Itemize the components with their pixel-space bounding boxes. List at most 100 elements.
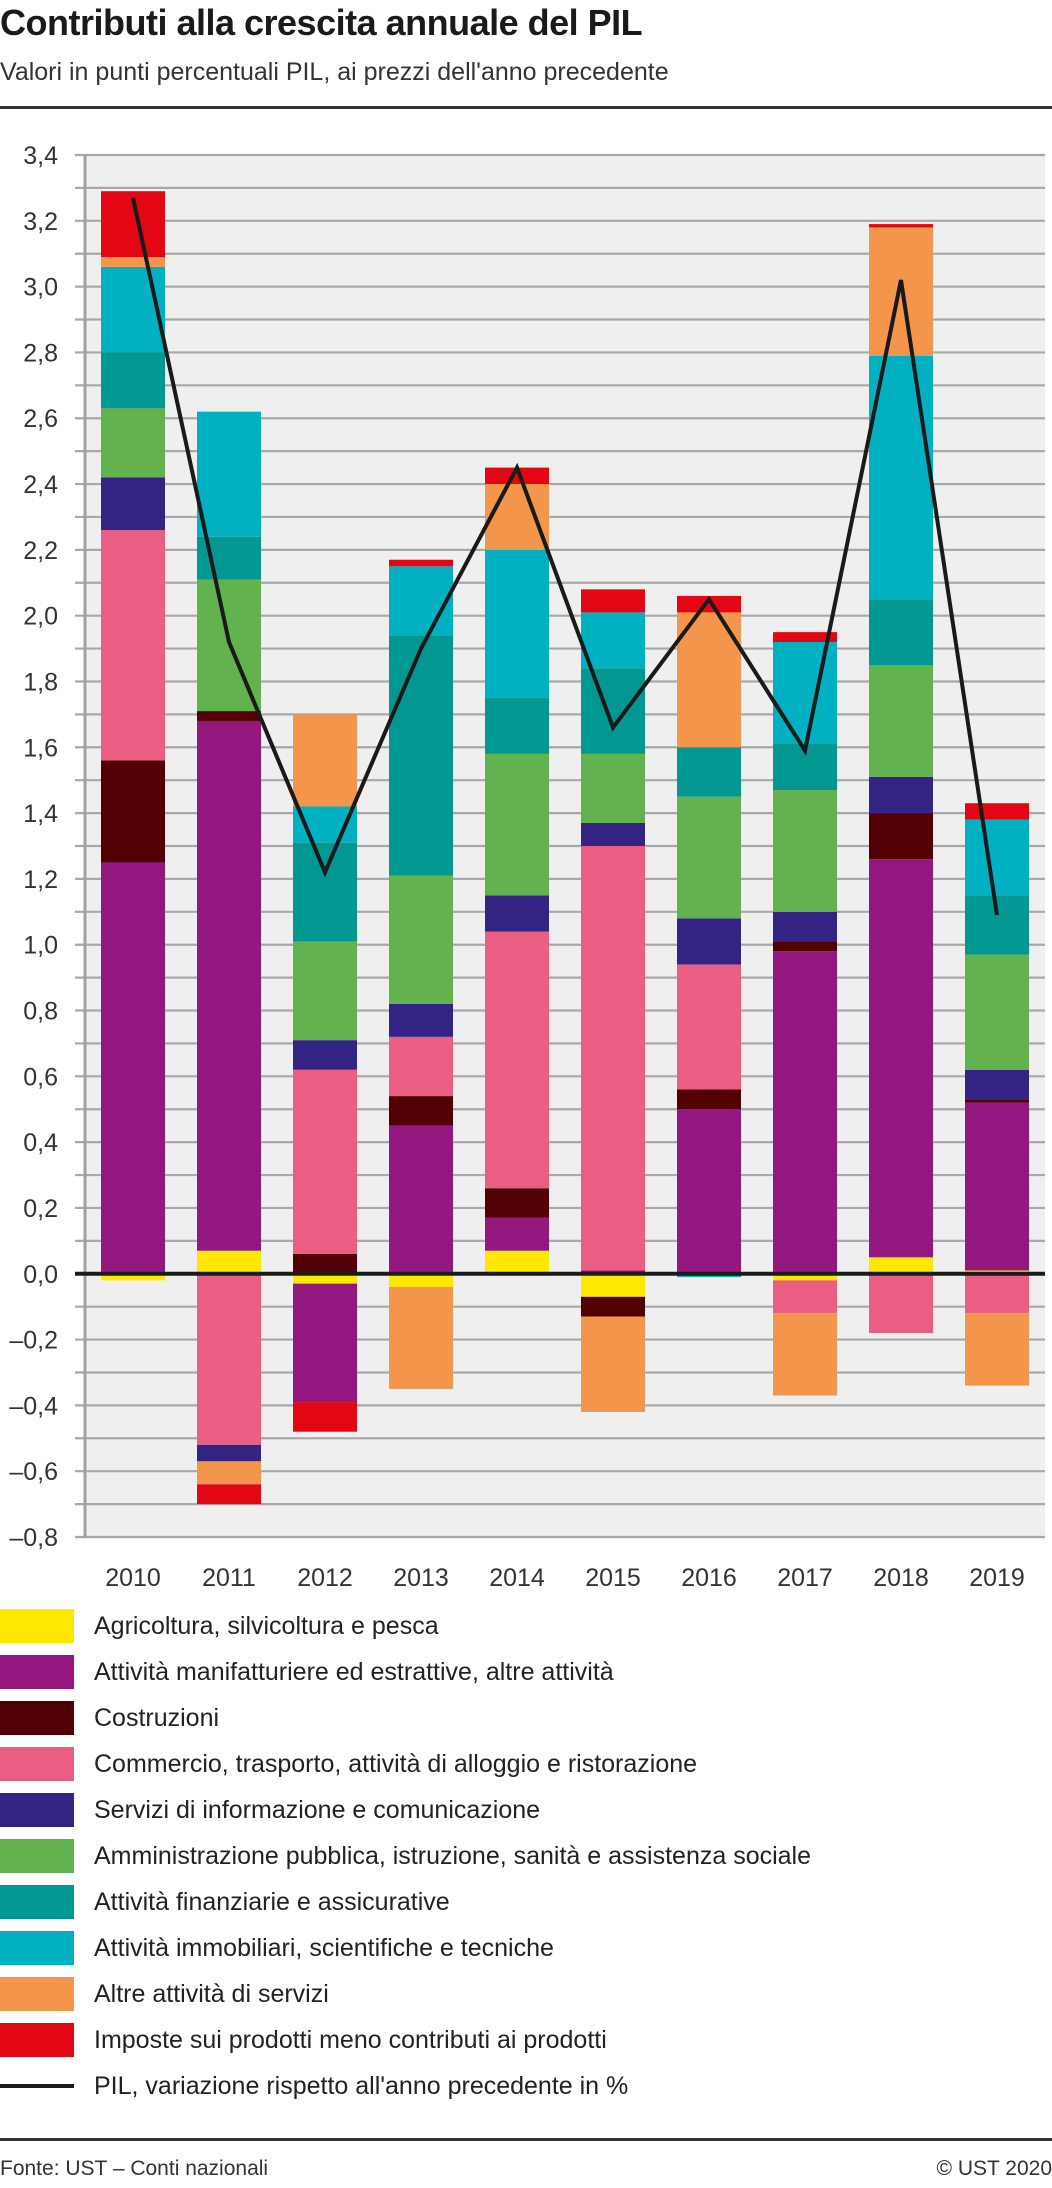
bar-segment: [965, 1313, 1029, 1386]
y-tick-label: 1,6: [23, 734, 58, 762]
legend-item: Commercio, trasporto, attività di allogg…: [0, 1746, 697, 1782]
y-tick-label: –0,6: [9, 1458, 58, 1486]
bar-segment: [869, 859, 933, 1258]
bar-segment: [197, 411, 261, 537]
bar-segment: [101, 257, 165, 267]
bar-segment: [101, 477, 165, 531]
bar-segment: [389, 1036, 453, 1097]
legend-swatch: [0, 2023, 74, 2057]
legend-item: Imposte sui prodotti meno contributi ai …: [0, 2022, 607, 2058]
legend-item: Attività finanziarie e assicurative: [0, 1884, 450, 1920]
bar-segment: [965, 1273, 1029, 1314]
y-tick-label: 0,0: [23, 1261, 58, 1289]
legend-label: PIL, variazione rispetto all'anno preced…: [94, 2071, 629, 2100]
legend-swatch: [0, 1931, 74, 1965]
bar-segment: [101, 408, 165, 478]
bar-segment: [293, 1273, 357, 1284]
legend-swatch: [0, 1609, 74, 1643]
bar-segment: [101, 266, 165, 353]
bar-segment: [389, 1273, 453, 1287]
bar-segment: [677, 918, 741, 965]
bar-segment: [389, 1003, 453, 1037]
bar-segment: [485, 1217, 549, 1251]
bar-segment: [485, 697, 549, 754]
bar-segment: [485, 753, 549, 896]
bar-segment: [581, 822, 645, 846]
bar-segment: [773, 632, 837, 642]
bar-segment: [389, 1096, 453, 1126]
y-tick-label: 1,2: [23, 866, 58, 894]
y-tick-label: 2,8: [23, 339, 58, 367]
bar-segment: [869, 599, 933, 666]
gdp-line: [131, 197, 999, 916]
bar-segment: [581, 846, 645, 1271]
bar-segment: [485, 467, 549, 485]
y-tick-label: –0,8: [9, 1524, 58, 1552]
bar-segment: [197, 720, 261, 1251]
bar-segment: [581, 668, 645, 754]
legend-swatch: [0, 1839, 74, 1873]
bar-segment: [965, 1069, 1029, 1100]
y-tick-label: 0,6: [23, 1063, 58, 1091]
y-tick-label: –0,2: [9, 1327, 58, 1355]
y-tick-label: 3,0: [23, 274, 58, 302]
bar-segment: [869, 355, 933, 600]
y-tick-label: 1,0: [23, 932, 58, 960]
chart-subtitle: Valori in punti percentuali PIL, ai prez…: [0, 58, 669, 86]
bar-segment: [773, 1280, 837, 1314]
legend-label: Attività manifatturiere ed estrattive, a…: [94, 1657, 614, 1686]
bar-segment: [965, 819, 1029, 896]
bar-segment: [485, 931, 549, 1189]
legend-item: Attività manifatturiere ed estrattive, a…: [0, 1654, 614, 1690]
bar-segment: [197, 1273, 261, 1445]
x-tick-label: 2017: [777, 1564, 833, 1592]
y-tick-label: –0,4: [9, 1392, 58, 1420]
legend-label: Commercio, trasporto, attività di allogg…: [94, 1749, 698, 1778]
bar-segment: [869, 1273, 933, 1333]
bar-segment: [293, 1402, 357, 1432]
bar-segment: [581, 612, 645, 669]
bar-segment: [293, 1069, 357, 1255]
bar-segment: [677, 747, 741, 797]
y-tick-label: 0,2: [23, 1195, 58, 1223]
y-tick-label: 0,4: [23, 1129, 58, 1157]
y-tick-label: 1,4: [23, 800, 58, 828]
y-tick-label: 3,4: [23, 142, 58, 170]
legend-label: Amministrazione pubblica, istruzione, sa…: [94, 1841, 812, 1870]
bar-segment: [485, 549, 549, 698]
bar-segment: [581, 753, 645, 823]
legend-swatch: [0, 1655, 74, 1689]
legend-swatch: [0, 1747, 74, 1781]
bar-segment: [197, 1461, 261, 1485]
x-tick-label: 2011: [202, 1564, 256, 1592]
bar-segment: [389, 875, 453, 1004]
bar-segment: [965, 1099, 1029, 1103]
bar-segment: [965, 954, 1029, 1070]
bar-segment: [965, 1102, 1029, 1271]
legend-swatch: [0, 1885, 74, 1919]
legend-item: Attività immobiliari, scientifiche e tec…: [0, 1930, 554, 1966]
y-tick-label: 2,0: [23, 603, 58, 631]
chart-plot: –0,8 –0,6 –0,4 –0,2 0,0 0,2 0,4 0,6 0,8 1,0 1,2 1,4…: [9, 142, 1045, 1592]
bar-segment: [197, 1444, 261, 1462]
bottom-divider: [0, 2138, 1052, 2141]
bar-segment: [869, 813, 933, 860]
legend-item: Altre attività di servizi: [0, 1976, 329, 2012]
bar-segment: [293, 842, 357, 942]
y-tick-label: 1,8: [23, 668, 58, 696]
bar-segment: [293, 1283, 357, 1403]
bar-segment: [869, 1257, 933, 1274]
legend-swatch: [0, 1977, 74, 2011]
bar-segment: [101, 352, 165, 409]
legend-item: Servizi di informazione e comunicazione: [0, 1792, 540, 1828]
top-divider: [0, 106, 1052, 109]
x-tick-label: 2012: [297, 1564, 353, 1592]
bar-segment: [293, 941, 357, 1041]
source-note: Fonte: UST – Conti nazionali: [0, 2157, 269, 2180]
bar-segment: [677, 964, 741, 1090]
bar-segment: [869, 776, 933, 814]
bar-segment: [869, 665, 933, 777]
bar-segment: [965, 803, 1029, 820]
bar-segment: [869, 224, 933, 228]
legend-label: Imposte sui prodotti meno contributi ai …: [94, 2025, 607, 2054]
